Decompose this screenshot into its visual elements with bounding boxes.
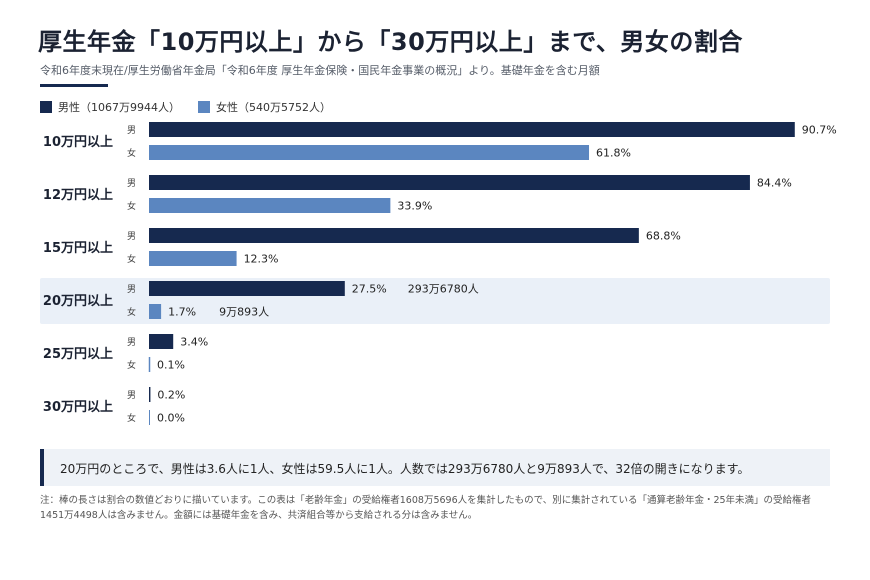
bar-male bbox=[149, 281, 345, 296]
summary-note-text: 20万円のところで、男性は3.6人に1人、女性は59.5人に1人。人数では293… bbox=[60, 462, 750, 476]
category-label: 30万円以上 bbox=[43, 400, 113, 415]
summary-note: 20万円のところで、男性は3.6人に1人、女性は59.5人に1人。人数では293… bbox=[40, 449, 830, 486]
series-marker-label: 男 bbox=[127, 337, 136, 348]
bar-male bbox=[149, 228, 639, 243]
count-label: 9万893人 bbox=[219, 306, 269, 319]
footnote: 注：棒の長さは割合の数値どおりに描いています。この表は「老齢年金」の受給権者16… bbox=[40, 495, 812, 521]
series-marker-label: 女 bbox=[127, 306, 136, 318]
value-label: 61.8% bbox=[596, 147, 631, 160]
category-label: 15万円以上 bbox=[43, 241, 113, 256]
legend-item-male: 男性（1067万9944人） bbox=[40, 99, 180, 115]
series-marker-label: 男 bbox=[127, 390, 136, 401]
bar-male bbox=[149, 387, 151, 402]
series-marker-label: 男 bbox=[127, 178, 136, 189]
series-marker-label: 女 bbox=[127, 412, 136, 424]
title-underline bbox=[40, 84, 108, 87]
category-label: 20万円以上 bbox=[43, 294, 113, 309]
bar-female bbox=[149, 198, 391, 213]
category-label: 12万円以上 bbox=[43, 188, 113, 203]
category-label: 10万円以上 bbox=[43, 135, 113, 150]
value-label: 1.7% bbox=[168, 306, 196, 319]
bar-male bbox=[149, 122, 795, 137]
category-label: 25万円以上 bbox=[43, 347, 113, 362]
bar-male bbox=[149, 175, 750, 190]
series-marker-label: 女 bbox=[127, 253, 136, 265]
value-label: 3.4% bbox=[180, 336, 208, 349]
chart-legend: 男性（1067万9944人） 女性（540万5752人） bbox=[40, 99, 349, 115]
series-marker-label: 男 bbox=[127, 231, 136, 242]
bar-male bbox=[149, 334, 174, 349]
bar-female bbox=[149, 145, 590, 160]
value-label: 0.1% bbox=[157, 359, 185, 372]
value-label: 12.3% bbox=[244, 253, 279, 266]
value-label: 90.7% bbox=[802, 124, 837, 137]
count-label: 293万6780人 bbox=[408, 283, 479, 296]
legend-swatch-male bbox=[40, 101, 52, 113]
legend-label-male: 男性（1067万9944人） bbox=[58, 101, 180, 114]
value-label: 33.9% bbox=[397, 200, 432, 213]
series-marker-label: 男 bbox=[127, 125, 136, 136]
series-marker-label: 男 bbox=[127, 284, 136, 295]
value-label: 68.8% bbox=[646, 230, 681, 243]
legend-label-female: 女性（540万5752人） bbox=[216, 101, 331, 114]
bar-female bbox=[149, 304, 162, 319]
value-label: 0.0% bbox=[157, 412, 185, 425]
value-label: 0.2% bbox=[157, 389, 185, 402]
series-marker-label: 女 bbox=[127, 200, 136, 212]
value-label: 27.5% bbox=[352, 283, 387, 296]
value-label: 84.4% bbox=[757, 177, 792, 190]
legend-item-female: 女性（540万5752人） bbox=[198, 99, 331, 115]
chart-subtitle: 令和6年度末現在/厚生労働省年金局「令和6年度 厚生年金保険・国民年金事業の概況… bbox=[40, 64, 600, 77]
chart-title: 厚生年金「10万円以上」から「30万円以上」まで、男女の割合 bbox=[38, 28, 743, 56]
series-marker-label: 女 bbox=[127, 359, 136, 371]
series-marker-label: 女 bbox=[127, 147, 136, 159]
legend-swatch-female bbox=[198, 101, 210, 113]
bar-female bbox=[149, 251, 237, 266]
